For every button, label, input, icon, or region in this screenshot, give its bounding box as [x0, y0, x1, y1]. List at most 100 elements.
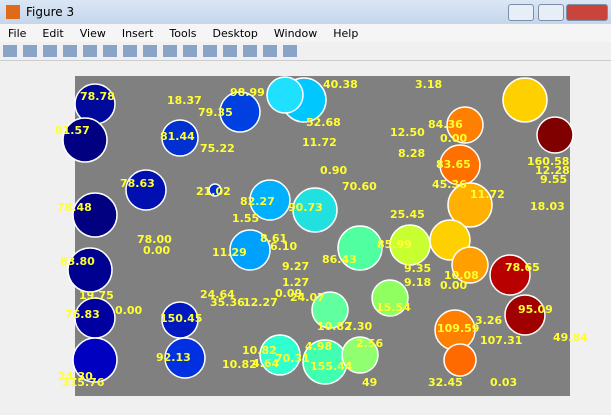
blob [489, 254, 531, 296]
tool-icon[interactable] [163, 45, 177, 57]
tool-icon[interactable] [83, 45, 97, 57]
blob [292, 187, 338, 233]
value-label: 19.75 [79, 289, 114, 302]
value-label: 35.36 [210, 296, 245, 309]
value-label: 10.82 [317, 320, 352, 333]
value-label: 3.18 [415, 78, 442, 91]
close-button[interactable] [566, 4, 608, 21]
tool-icon[interactable] [143, 45, 157, 57]
value-label: 4.64 [252, 357, 279, 370]
blob [72, 337, 118, 383]
value-label: 18.03 [530, 200, 565, 213]
value-label: 78.78 [80, 90, 115, 103]
menu-item[interactable]: Help [333, 26, 359, 40]
menu-item[interactable]: Tools [169, 26, 197, 40]
tool-icon[interactable] [283, 45, 297, 57]
menu-item[interactable]: File [8, 26, 27, 40]
app-icon [6, 5, 20, 19]
blob [62, 117, 108, 163]
value-label: 315.76 [62, 376, 105, 389]
value-label: 78.00 [137, 233, 172, 246]
blob [219, 91, 261, 133]
value-label: 78.48 [57, 201, 92, 214]
menu-item[interactable]: Window [273, 26, 318, 40]
value-label: 9.18 [404, 276, 431, 289]
value-label: 85.99 [377, 238, 412, 251]
value-label: 11.72 [470, 188, 505, 201]
tool-icon[interactable] [103, 45, 117, 57]
tool-icon[interactable] [3, 45, 17, 57]
tool-icon[interactable] [43, 45, 57, 57]
value-label: 78.65 [505, 261, 540, 274]
blob [446, 106, 484, 144]
menu-bar: File Edit View Insert Tools Desktop Window Help [0, 24, 611, 42]
value-label: 25.45 [390, 208, 425, 221]
value-label: 0.00 [143, 244, 170, 257]
blob [337, 225, 383, 271]
tool-icon[interactable] [263, 45, 277, 57]
value-label: 4.98 [305, 340, 332, 353]
value-label: 24.30 [58, 370, 93, 383]
value-label: 70.60 [342, 180, 377, 193]
value-label: 11.29 [212, 246, 247, 259]
value-label: 1.27 [282, 276, 309, 289]
value-label: 1.55 [232, 212, 259, 225]
value-label: 32.45 [428, 376, 463, 389]
value-label: 2.56 [356, 337, 383, 350]
blob [451, 246, 489, 284]
value-label: 8.61 [260, 232, 287, 245]
value-label: 90.73 [288, 201, 323, 214]
value-label: 79.35 [198, 106, 233, 119]
minimize-button[interactable] [508, 4, 534, 21]
tool-icon[interactable] [223, 45, 237, 57]
blob [311, 291, 349, 329]
menu-item[interactable]: View [79, 26, 106, 40]
tool-icon[interactable] [23, 45, 37, 57]
value-label: 18.37 [167, 94, 202, 107]
menu-item[interactable]: Desktop [212, 26, 258, 40]
value-label: 10.82 [222, 358, 257, 371]
tool-icon[interactable] [203, 45, 217, 57]
tool-icon[interactable] [123, 45, 137, 57]
value-label: 82.27 [240, 195, 275, 208]
value-label: 49.84 [553, 331, 588, 344]
blob [259, 334, 301, 376]
value-label: 0.03 [490, 376, 517, 389]
value-label: 0.00 [440, 279, 467, 292]
value-label: 70.31 [275, 352, 310, 365]
value-label: 150.45 [160, 312, 202, 325]
tool-icon[interactable] [183, 45, 197, 57]
blob [266, 76, 304, 114]
value-label: 107.31 [480, 334, 522, 347]
value-label: 12.28 [535, 164, 570, 177]
value-label: 92.13 [156, 351, 191, 364]
value-label: 10.82 [242, 344, 277, 357]
value-label: 83.65 [436, 158, 471, 171]
tool-icon[interactable] [63, 45, 77, 57]
value-label: 95.09 [518, 303, 553, 316]
blob [502, 77, 548, 123]
value-label: 9.55 [540, 173, 567, 186]
menu-item[interactable]: Insert [121, 26, 154, 40]
value-label: 0.00 [440, 132, 467, 145]
value-label: 52.68 [306, 116, 341, 129]
value-label: 75.22 [200, 142, 235, 155]
menu-item[interactable]: Edit [42, 26, 64, 40]
value-label: 76.83 [65, 308, 100, 321]
window-title: Figure 3 [26, 5, 75, 19]
value-label: 10.08 [444, 269, 479, 282]
value-label: 86.43 [322, 253, 357, 266]
blob [67, 247, 113, 293]
value-label: 83.80 [60, 255, 95, 268]
blob [72, 192, 118, 238]
value-label: 0.09 [275, 287, 302, 300]
maximize-button[interactable] [538, 4, 564, 21]
value-label: 109.59 [437, 322, 479, 335]
value-label: 78.63 [120, 177, 155, 190]
value-label: 12.50 [390, 126, 425, 139]
value-label: 9.35 [404, 262, 431, 275]
value-label: 8.28 [398, 147, 425, 160]
blob [161, 119, 199, 157]
tool-icon[interactable] [243, 45, 257, 57]
